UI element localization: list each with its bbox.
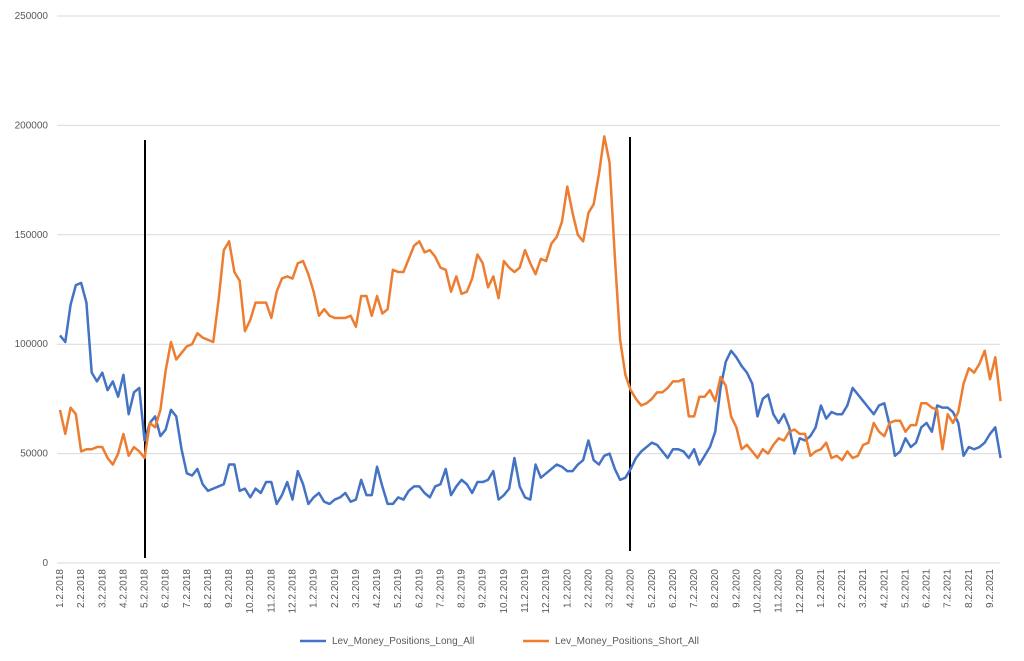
x-tick-label: 9.2.2018 xyxy=(224,569,235,608)
y-tick-label: 100000 xyxy=(15,339,49,350)
x-tick-label: 7.2.2021 xyxy=(943,569,954,608)
x-tick-label: 12.2.2020 xyxy=(795,569,806,614)
x-tick-label: 8.2.2019 xyxy=(457,569,468,608)
legend-label: Lev_Money_Positions_Long_All xyxy=(332,636,474,647)
x-tick-label: 6.2.2020 xyxy=(668,569,679,608)
x-tick-label: 6.2.2018 xyxy=(161,569,172,608)
series-line xyxy=(59,281,1002,506)
x-tick-label: 1.2.2019 xyxy=(309,569,320,608)
x-tick-label: 7.2.2018 xyxy=(182,569,193,608)
y-tick-label: 200000 xyxy=(15,120,49,131)
x-tick-label: 7.2.2019 xyxy=(435,569,446,608)
x-tick-label: 12.2.2019 xyxy=(541,569,552,614)
x-tick-label: 11.2.2020 xyxy=(774,569,785,613)
x-tick-label: 8.2.2020 xyxy=(710,569,721,608)
x-tick-label: 5.2.2020 xyxy=(647,569,658,608)
x-tick-label: 2.2.2020 xyxy=(583,569,594,608)
x-tick-label: 2.2.2021 xyxy=(837,569,848,608)
x-tick-label: 10.2.2018 xyxy=(245,569,256,614)
x-tick-label: 6.2.2019 xyxy=(414,569,425,608)
y-tick-label: 250000 xyxy=(15,11,49,22)
x-tick-label: 7.2.2020 xyxy=(689,569,700,608)
x-tick-label: 11.2.2018 xyxy=(266,569,277,613)
x-tick-label: 9.2.2020 xyxy=(731,569,742,608)
x-tick-label: 6.2.2021 xyxy=(922,569,933,608)
x-tick-label: 3.2.2018 xyxy=(97,569,108,608)
x-tick-label: 4.2.2019 xyxy=(372,569,383,608)
x-tick-label: 3.2.2019 xyxy=(351,569,362,608)
legend-label: Lev_Money_Positions_Short_All xyxy=(555,636,699,647)
x-tick-label: 1.2.2018 xyxy=(55,569,66,608)
y-tick-label: 0 xyxy=(42,558,48,569)
x-tick-label: 1.2.2020 xyxy=(562,569,573,608)
x-tick-label: 9.2.2021 xyxy=(985,569,996,608)
x-tick-label: 3.2.2020 xyxy=(605,569,616,608)
x-tick-label: 10.2.2019 xyxy=(499,569,510,614)
x-tick-label: 5.2.2021 xyxy=(900,569,911,608)
x-tick-label: 10.2.2020 xyxy=(753,569,764,614)
x-tick-label: 8.2.2018 xyxy=(203,569,214,608)
y-tick-label: 150000 xyxy=(15,230,49,241)
x-tick-label: 8.2.2021 xyxy=(964,569,975,608)
x-tick-label: 9.2.2019 xyxy=(478,569,489,608)
x-tick-label: 3.2.2021 xyxy=(858,569,869,608)
x-tick-label: 4.2.2021 xyxy=(879,569,890,608)
y-tick-label: 50000 xyxy=(20,449,48,460)
x-tick-label: 5.2.2019 xyxy=(393,569,404,608)
x-tick-label: 5.2.2018 xyxy=(140,569,151,608)
x-tick-label: 1.2.2021 xyxy=(816,569,827,608)
series-line xyxy=(58,135,1002,466)
x-tick-label: 4.2.2020 xyxy=(626,569,637,608)
x-tick-label: 4.2.2018 xyxy=(118,569,129,608)
x-tick-label: 12.2.2018 xyxy=(288,569,299,614)
x-tick-label: 2.2.2019 xyxy=(330,569,341,608)
x-tick-label: 11.2.2019 xyxy=(520,569,531,613)
x-tick-label: 2.2.2018 xyxy=(76,569,87,608)
